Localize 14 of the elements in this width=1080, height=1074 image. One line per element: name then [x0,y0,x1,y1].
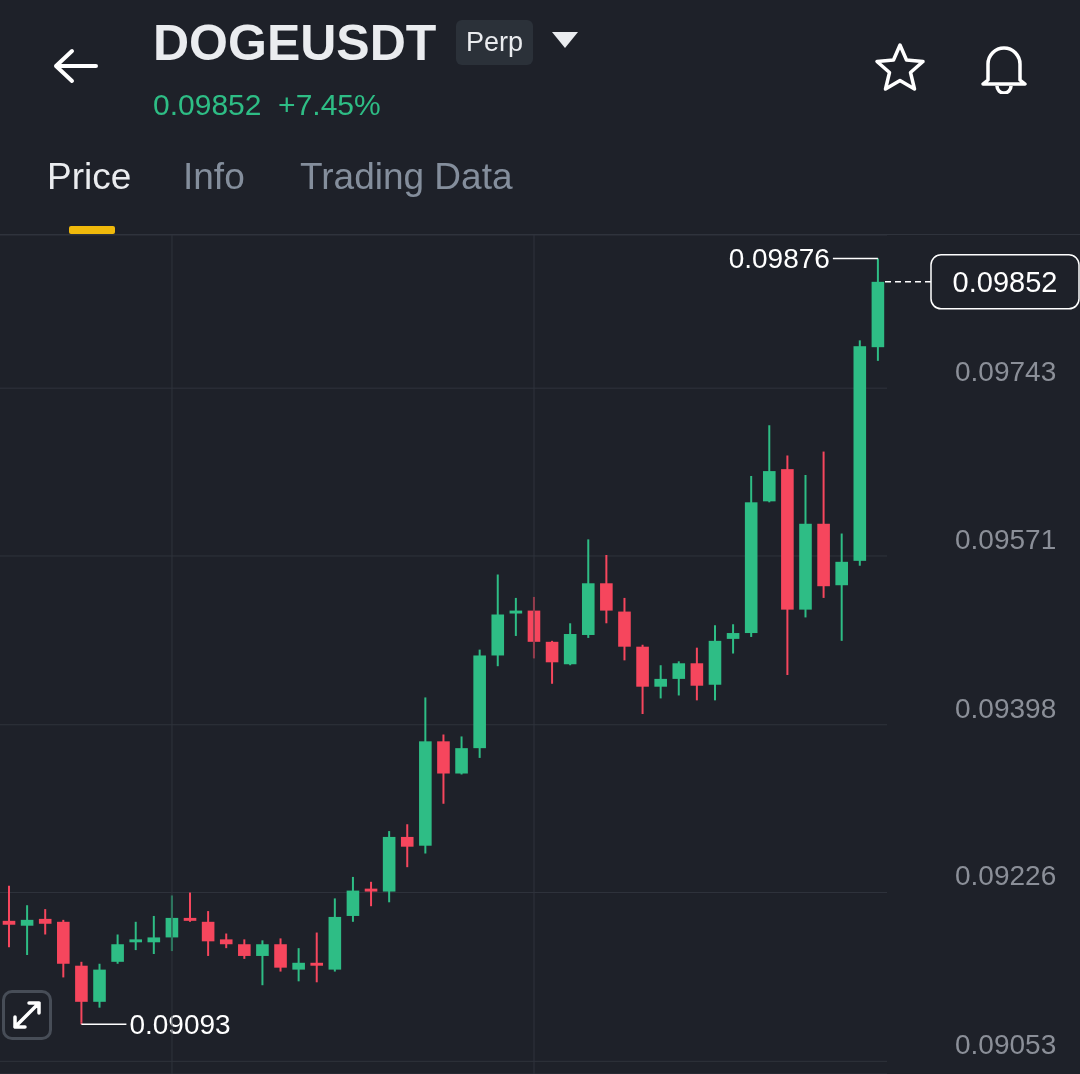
text: 0.09852 +7.45% [153,88,381,122]
ref-line-label: 0.09852 [952,265,1058,298]
y-tick-label: 0.09571 [955,523,1057,555]
annotation: 0.09876 [728,243,830,275]
chart-subtitle: Perp [456,20,534,65]
annotation: 0.09093 [129,1009,231,1041]
y-tick-label: 0.09226 [955,860,1057,892]
y-tick-label: 0.09743 [955,355,1057,387]
text: Price [47,156,132,198]
y-tick-label: 0.09053 [955,1029,1057,1061]
chart-title: DOGEUSDT [153,14,437,72]
y-tick-label: 0.09398 [955,692,1057,724]
text: Trading Data [300,156,513,198]
text: Info [183,156,245,198]
